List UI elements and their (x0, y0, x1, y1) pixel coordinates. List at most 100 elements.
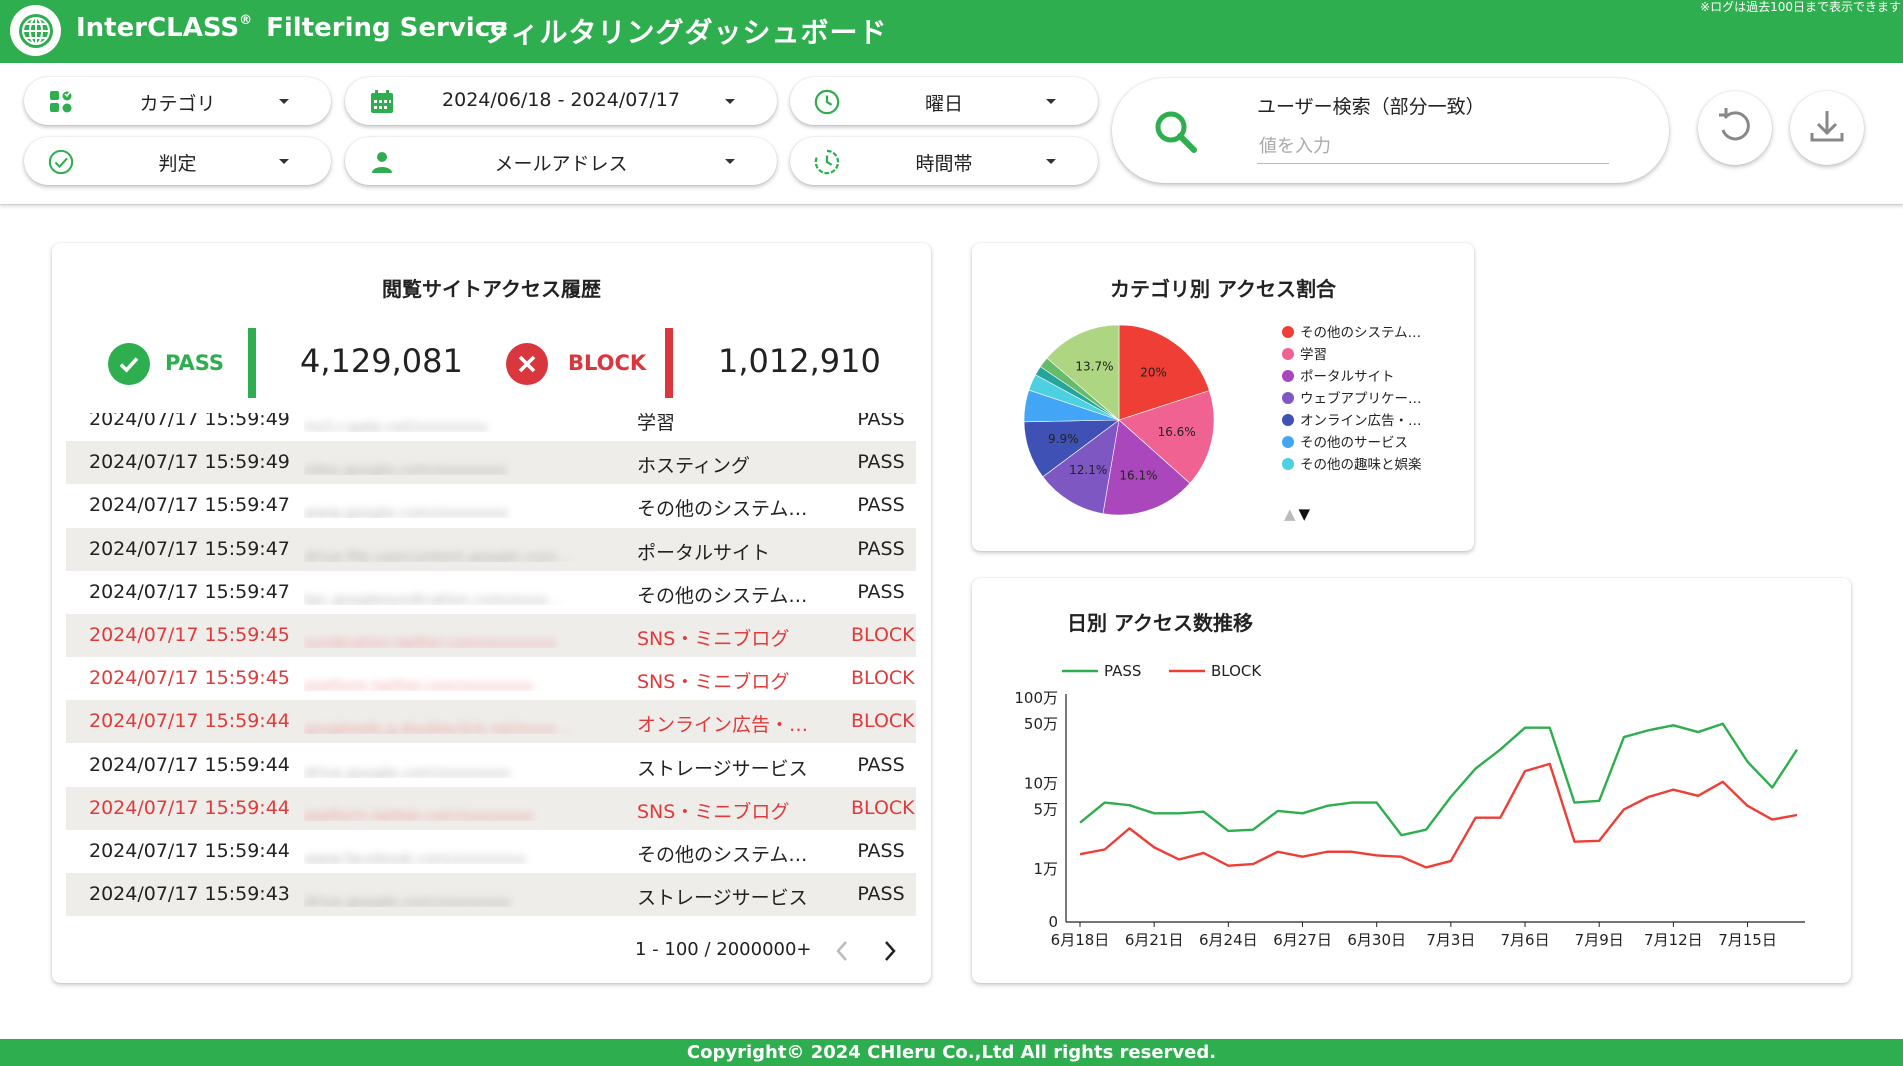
table-row[interactable]: 2024/07/17 15:59:47 www.google.com/xxxxxx… (66, 484, 916, 527)
x-tick-label: 6月18日 (1051, 931, 1110, 949)
table-row[interactable]: 2024/07/17 15:59:45 syndication.twitter.c… (66, 614, 916, 657)
legend-pager[interactable]: ▲ ▼ (1284, 505, 1310, 523)
download-button[interactable] (1790, 91, 1864, 165)
row-url: www.google.com/xxxxxxxx (304, 504, 508, 519)
table-row[interactable]: 2024/07/17 15:59:44 platform.twitter.com/… (66, 786, 916, 830)
row-result: PASS (857, 840, 905, 862)
block-label: BLOCK (568, 351, 647, 375)
row-category: ストレージサービス (637, 757, 808, 780)
pie-slice-label: 16.6% (1158, 425, 1196, 439)
reset-button[interactable] (1698, 91, 1772, 165)
footer-copyright: Copyright© 2024 CHIeru Co.,Ltd All right… (0, 1039, 1903, 1066)
row-category: その他のシステム… (637, 498, 808, 521)
legend-swatch (1282, 348, 1294, 360)
row-result: BLOCK (851, 624, 915, 646)
check-circle-icon (48, 149, 74, 175)
table-row[interactable]: 2024/07/17 15:59:44 googleads.g.doublecli… (66, 700, 916, 744)
legend-item: その他のシステム… (1282, 321, 1421, 341)
email-filter[interactable]: メールアドレス (345, 137, 777, 185)
row-url: drive.google.com/xxxxxxxx (304, 763, 511, 778)
pie-slice-label: 12.1% (1069, 463, 1107, 477)
search-label: ユーザー検索（部分一致） (1257, 96, 1485, 118)
table-row[interactable]: 2024/07/17 15:59:47 drive.file.userconten… (66, 527, 916, 571)
row-datetime: 2024/07/17 15:59:47 (89, 580, 290, 603)
table-row[interactable]: 2024/07/17 15:59:44 www.facebook.com/xxxx… (66, 830, 916, 873)
category-filter-label: カテゴリ (139, 93, 216, 115)
line-chart[interactable]: 0 1万 5万 10万 50万 100万 6月18日 6月21日 6月24日 6月27日 6月30日… (972, 578, 1851, 983)
row-result: PASS (857, 494, 905, 517)
table-row[interactable]: 2024/07/17 15:59:49 sites.google.com/xxxx… (66, 441, 916, 485)
search-input[interactable] (1257, 130, 1609, 164)
x-tick-label: 6月21日 (1125, 931, 1184, 949)
legend-item: ポータルサイト (1282, 365, 1395, 385)
chevron-down-icon (725, 159, 735, 164)
chevron-down-icon (725, 99, 735, 104)
row-url: drive.google.com/xxxxxxxx (304, 893, 511, 908)
legend-item: オンライン広告・… (1282, 409, 1422, 429)
row-result: PASS (857, 413, 905, 430)
pie-slice[interactable] (1118, 325, 1210, 421)
history-table[interactable]: 2024/07/17 15:59:49 mct.r-gate.net/xxxxxx… (66, 413, 916, 923)
legend-swatch (1282, 458, 1294, 470)
legend-down-arrow-icon[interactable]: ▼ (1298, 505, 1311, 523)
row-datetime: 2024/07/17 15:59:49 (89, 451, 290, 474)
pie-chart[interactable]: 20% 16.6% 16.1% 12.1% 9.9% 13.7% (1024, 325, 1214, 515)
row-category: 学習 (637, 413, 676, 434)
weekday-filter[interactable]: 曜日 (790, 77, 1098, 125)
log-retention-note: ※ログは過去100日まで表示できます (1700, 0, 1901, 14)
pie-slice[interactable] (1046, 325, 1120, 421)
pie-slice[interactable] (1042, 419, 1120, 514)
history-card: 閲覧サイトアクセス履歴 PASS 4,129,081 BLOCK 1,012,9… (52, 243, 931, 983)
category-filter[interactable]: カテゴリ (24, 77, 331, 125)
row-result: BLOCK (851, 667, 915, 690)
row-result: PASS (857, 753, 905, 776)
series-line-pass[interactable] (1079, 722, 1799, 837)
table-row[interactable]: 2024/07/17 15:59:45 platform.twitter.com/… (66, 657, 916, 700)
row-url: sites.google.com/xxxxxxxx (304, 461, 508, 476)
search-icon[interactable] (1152, 108, 1198, 154)
table-row[interactable]: 2024/07/17 15:59:43 drive.google.com/xxxx… (66, 873, 916, 917)
row-category: その他のシステム… (637, 844, 808, 866)
block-x-icon (506, 343, 548, 385)
legend-item: その他のサービス (1282, 431, 1408, 451)
pie-slice-label: 9.9% (1048, 432, 1079, 446)
table-row[interactable]: 2024/07/17 15:59:47 tpc.googlesyndication… (66, 571, 916, 614)
row-datetime: 2024/07/17 15:59:45 (89, 624, 290, 646)
table-row[interactable]: 2024/07/17 15:59:44 drive.google.com/xxxx… (66, 744, 916, 787)
clock-icon (814, 89, 840, 115)
category-icon (48, 89, 74, 115)
x-tick-label: 7月9日 (1575, 931, 1624, 949)
email-filter-label: メールアドレス (494, 153, 628, 175)
pass-check-icon (108, 343, 150, 385)
row-result: BLOCK (851, 796, 915, 819)
row-url: drive.file.usercontent.google.com… (304, 547, 572, 562)
pie-slice-label: 16.1% (1119, 469, 1157, 483)
legend-swatch (1282, 436, 1294, 448)
table-row[interactable]: 2024/07/17 15:59:49 mct.r-gate.net/xxxxxx… (66, 413, 916, 441)
legend-item: ウェブアプリケー… (1282, 387, 1422, 407)
legend-label: ポータルサイト (1300, 369, 1395, 385)
pie-slice[interactable] (1118, 390, 1214, 484)
legend-item: 学習 (1282, 343, 1327, 363)
y-tick-label: 0 (1048, 913, 1058, 931)
pie-slice[interactable] (1102, 419, 1191, 515)
row-result: PASS (857, 451, 905, 474)
prev-page-button[interactable] (830, 937, 854, 965)
verdict-filter[interactable]: 判定 (24, 137, 331, 185)
row-datetime: 2024/07/17 15:59:44 (89, 796, 290, 819)
date-range-filter[interactable]: 2024/06/18 - 2024/07/17 (345, 77, 777, 125)
next-page-button[interactable] (878, 937, 902, 965)
y-tick-label: 10万 (1024, 775, 1058, 793)
series-line-block[interactable] (1079, 762, 1798, 869)
time-history-icon (814, 149, 840, 175)
globe-logo-icon[interactable] (10, 5, 61, 56)
row-category: ポータルサイト (637, 541, 771, 564)
time-slot-filter[interactable]: 時間帯 (790, 137, 1098, 185)
legend-swatch (1282, 414, 1294, 426)
row-url: googleads.g.doubleclick.net/xxxx… (304, 720, 570, 735)
row-category: SNS・ミニブログ (637, 628, 790, 650)
row-datetime: 2024/07/17 15:59:47 (89, 537, 290, 560)
legend-up-arrow-icon[interactable]: ▲ (1284, 505, 1296, 523)
row-datetime: 2024/07/17 15:59:44 (89, 753, 290, 776)
block-count: 1,012,910 (718, 342, 881, 380)
